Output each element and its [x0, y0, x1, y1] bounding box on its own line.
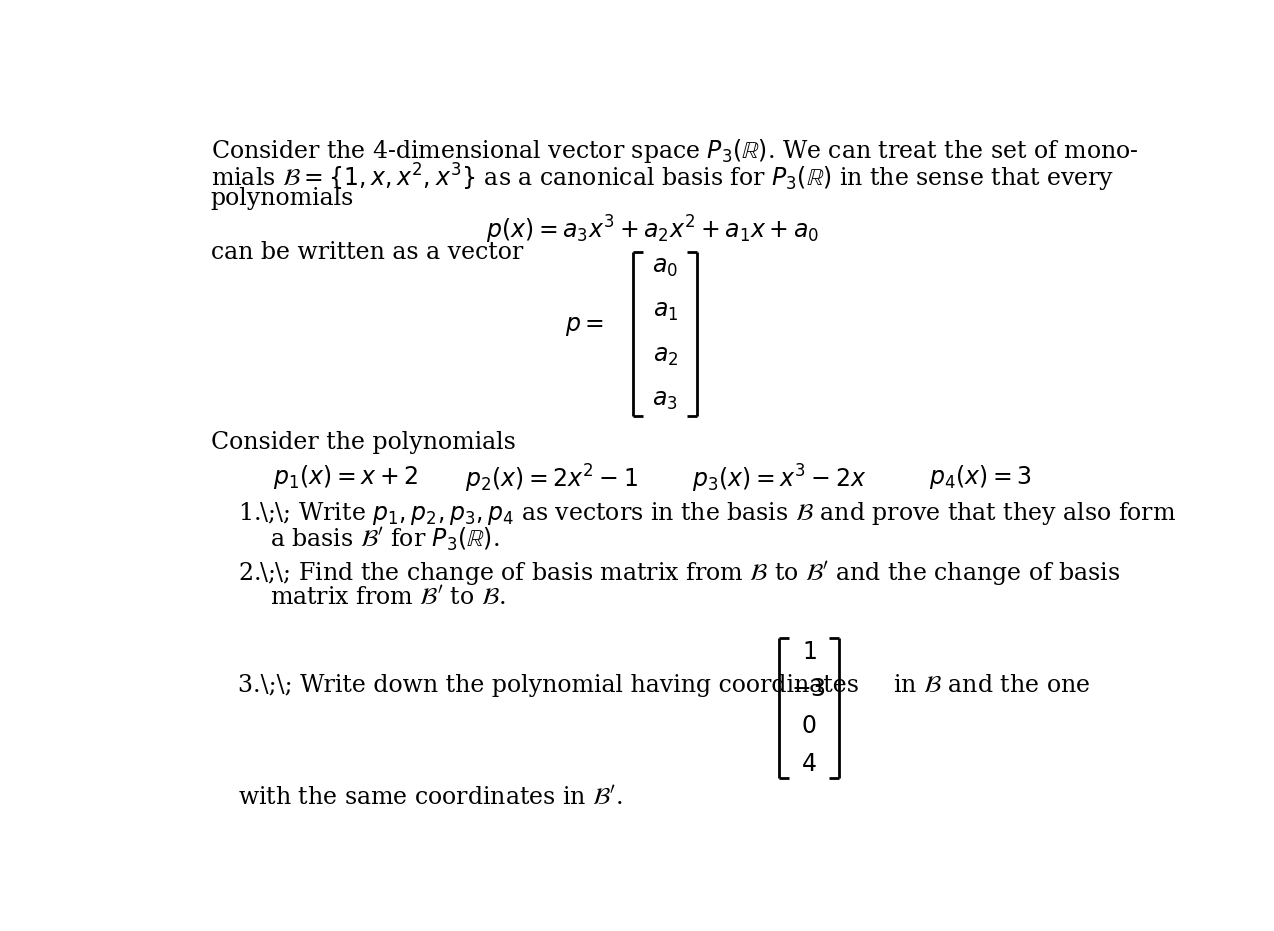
Text: in $\mathcal{B}$ and the one: in $\mathcal{B}$ and the one	[893, 674, 1091, 696]
Text: can be written as a vector: can be written as a vector	[210, 241, 522, 263]
Text: $0$: $0$	[801, 715, 817, 738]
Text: 1.\;\; Write $p_1, p_2, p_3, p_4$ as vectors in the basis $\mathcal{B}$ and prov: 1.\;\; Write $p_1, p_2, p_3, p_4$ as vec…	[238, 500, 1176, 527]
Text: $1$: $1$	[801, 641, 817, 664]
Text: polynomials: polynomials	[210, 187, 354, 210]
Text: $-3$: $-3$	[791, 678, 827, 701]
Text: $p_2(x) = 2x^2 - 1$: $p_2(x) = 2x^2 - 1$	[465, 463, 638, 495]
Text: $a_2$: $a_2$	[652, 344, 678, 368]
Text: $p = $: $p = $	[564, 316, 604, 338]
Text: a basis $\mathcal{B}'$ for $P_3(\mathbb{R})$.: a basis $\mathcal{B}'$ for $P_3(\mathbb{…	[270, 525, 499, 553]
Text: Consider the 4-dimensional vector space $P_3(\mathbb{R})$. We can treat the set : Consider the 4-dimensional vector space …	[210, 137, 1138, 165]
Text: $4$: $4$	[801, 752, 817, 776]
Text: $a_3$: $a_3$	[652, 389, 678, 412]
Text: $p(x) = a_3x^3 + a_2x^2 + a_1x + a_0$: $p(x) = a_3x^3 + a_2x^2 + a_1x + a_0$	[487, 213, 819, 246]
Text: 3.\;\; Write down the polynomial having coordinates: 3.\;\; Write down the polynomial having …	[238, 674, 859, 696]
Text: mials $\mathcal{B} = \{1, x, x^2, x^3\}$ as a canonical basis for $P_3(\mathbb{R: mials $\mathcal{B} = \{1, x, x^2, x^3\}$…	[210, 162, 1113, 194]
Text: Consider the polynomials: Consider the polynomials	[210, 431, 516, 453]
Text: matrix from $\mathcal{B}'$ to $\mathcal{B}$.: matrix from $\mathcal{B}'$ to $\mathcal{…	[270, 586, 506, 609]
Text: $p_4(x) = 3$: $p_4(x) = 3$	[930, 463, 1032, 491]
Text: $p_1(x) = x + 2$: $p_1(x) = x + 2$	[273, 463, 418, 491]
Text: $p_3(x) = x^3 - 2x$: $p_3(x) = x^3 - 2x$	[693, 463, 866, 495]
Text: $a_0$: $a_0$	[652, 256, 678, 278]
Text: $a_1$: $a_1$	[652, 300, 678, 323]
Text: with the same coordinates in $\mathcal{B}'$.: with the same coordinates in $\mathcal{B…	[238, 786, 623, 809]
Text: 2.\;\; Find the change of basis matrix from $\mathcal{B}$ to $\mathcal{B}'$ and : 2.\;\; Find the change of basis matrix f…	[238, 560, 1121, 588]
